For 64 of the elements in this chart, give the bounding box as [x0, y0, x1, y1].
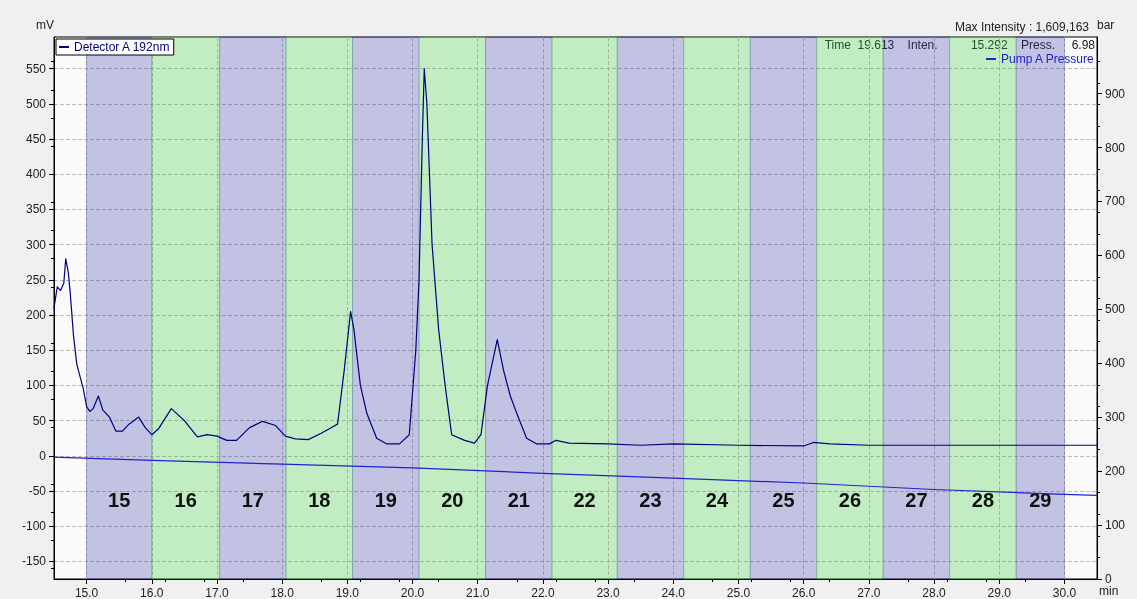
y-tick-label: 50 — [32, 413, 47, 428]
x-tick-label: 21.0 — [466, 586, 490, 599]
line-series — [53, 68, 1098, 447]
y2-tick-label: 300 — [1105, 410, 1126, 425]
band-label: 29 — [1029, 488, 1052, 511]
band-label: 25 — [772, 488, 795, 511]
y-tick-label: 350 — [25, 202, 47, 217]
y-tick-label: 0 — [39, 448, 47, 463]
band-label: 23 — [639, 488, 662, 511]
band-label: 27 — [905, 488, 928, 511]
band-label: 24 — [705, 488, 729, 511]
x-tick-label: 28.0 — [922, 586, 947, 599]
y-tick-label: 400 — [25, 167, 47, 182]
y-tick-label: -50 — [28, 484, 47, 499]
y-tick-label: 500 — [25, 96, 47, 111]
x-tick-label: 17.0 — [205, 586, 229, 599]
band-label: 20 — [441, 488, 464, 511]
text: Max Intensity : 1,609,163 — [954, 20, 1090, 34]
y2-tick-label: 800 — [1105, 140, 1126, 155]
band-label: 21 — [507, 488, 530, 511]
x-tick-label: 16.0 — [140, 586, 164, 599]
y2-tick-label: 400 — [1105, 356, 1126, 371]
x-tick-label: 29.0 — [987, 586, 1012, 599]
band-label: 26 — [838, 488, 862, 511]
x-tick-label: 23.0 — [596, 586, 621, 599]
y2-tick-label: 100 — [1105, 518, 1126, 533]
y-axis-title: mV — [36, 18, 54, 32]
y-tick-label: 250 — [25, 272, 47, 287]
x-tick-label: 20.0 — [400, 586, 425, 599]
y-tick-label: 150 — [25, 343, 47, 358]
band-label: 15 — [108, 488, 131, 511]
y-tick-label: 100 — [25, 378, 47, 393]
x-tick-label: 26.0 — [791, 586, 816, 599]
band-label: 18 — [308, 488, 331, 511]
y-tick-label: -150 — [21, 554, 47, 569]
x-axis-title: min — [1099, 584, 1119, 598]
x-tick-label: 27.0 — [857, 586, 881, 599]
legend-label: Pump A Pressure — [1000, 52, 1094, 66]
band-label: 17 — [241, 488, 264, 511]
y2-tick-label: 900 — [1105, 86, 1126, 101]
y2-tick-label: 600 — [1105, 248, 1126, 263]
x-tick-label: 19.0 — [335, 586, 360, 599]
x-tick-label: 15.0 — [74, 586, 99, 599]
y-tick-label: 200 — [25, 308, 47, 323]
y-tick-label: 300 — [25, 237, 47, 252]
x-tick-label: 24.0 — [661, 586, 686, 599]
y-tick-label: 450 — [25, 132, 47, 147]
band-label: 19 — [374, 488, 397, 511]
y2-axis-title: bar — [1097, 18, 1115, 32]
x-tick-label: 25.0 — [726, 586, 751, 599]
band-label: 22 — [573, 488, 596, 511]
y-tick-label: 550 — [25, 61, 47, 76]
y2-tick-label: 700 — [1105, 194, 1126, 209]
y2-tick-label: 0 — [1105, 572, 1112, 586]
x-tick-label: 18.0 — [270, 586, 295, 599]
y2-tick-label: 500 — [1105, 302, 1126, 317]
annotation: Time 19.613 Inten. 15.292 Press. 6.98 — [824, 38, 1096, 52]
y-tick-label: -100 — [21, 519, 47, 534]
x-tick-label: 22.0 — [531, 586, 555, 599]
x-tick-label: 30.0 — [1052, 586, 1077, 599]
y2-tick-label: 200 — [1105, 464, 1126, 479]
band-label: 16 — [174, 488, 197, 511]
band-label: 28 — [971, 488, 995, 511]
legend-label: Detector A 192nm — [74, 40, 170, 54]
